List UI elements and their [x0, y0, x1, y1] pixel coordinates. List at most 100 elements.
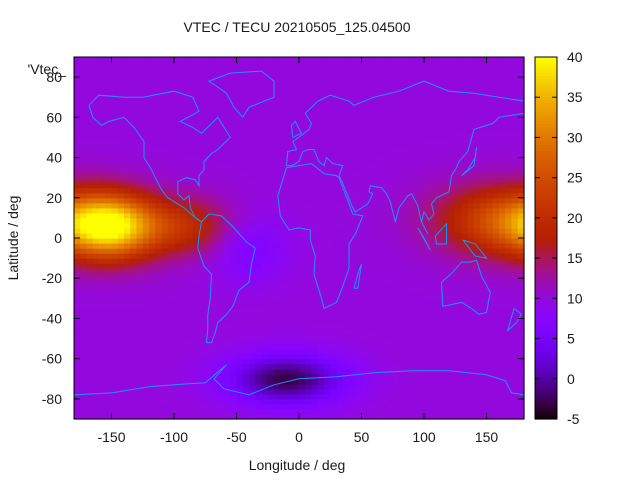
heat-cell: [480, 388, 488, 395]
heat-cell: [92, 167, 100, 174]
heat-cell: [292, 112, 300, 118]
heat-cell: [361, 238, 369, 244]
heat-cell: [280, 102, 288, 108]
heat-cell: [74, 167, 81, 174]
heat-cell: [130, 132, 138, 139]
heat-cell: [111, 343, 119, 350]
heat-cell: [424, 232, 431, 239]
heat-cell: [261, 408, 269, 415]
heat-cell: [274, 67, 281, 73]
heat-cell: [186, 147, 194, 154]
heat-cell: [299, 338, 306, 345]
heat-cell: [249, 308, 256, 315]
heat-cell: [486, 413, 494, 420]
heat-cell: [92, 378, 100, 385]
heat-cell: [255, 313, 263, 320]
heat-cell: [74, 222, 81, 229]
heat-cell: [186, 212, 194, 219]
heat-cell: [367, 212, 375, 219]
heat-cell: [280, 92, 288, 98]
heat-cell: [461, 107, 469, 113]
heat-cell: [211, 303, 219, 309]
heat-cell: [74, 373, 81, 380]
heat-cell: [105, 393, 113, 400]
heat-cell: [111, 157, 119, 164]
heat-cell: [99, 343, 106, 350]
heat-cell: [386, 278, 394, 284]
heat-cell: [274, 142, 281, 149]
heat-cell: [267, 403, 275, 410]
heat-cell: [155, 172, 163, 179]
heat-cell: [280, 298, 288, 304]
heat-cell: [136, 263, 144, 269]
heat-cell: [330, 323, 338, 330]
heat-cell: [342, 313, 350, 320]
heat-cell: [236, 328, 244, 335]
heat-cell: [386, 147, 394, 154]
heat-cell: [292, 358, 300, 365]
heat-cell: [242, 243, 250, 249]
heat-cell: [492, 87, 500, 93]
heat-cell: [149, 263, 156, 269]
heat-cell: [205, 388, 213, 395]
heat-cell: [436, 217, 444, 224]
heat-cell: [186, 243, 194, 249]
heat-cell: [324, 162, 331, 169]
heat-cell: [280, 363, 288, 370]
heat-cell: [342, 298, 350, 304]
heat-cell: [380, 152, 388, 159]
heat-cell: [342, 87, 350, 93]
heat-cell: [405, 413, 413, 420]
heat-cell: [280, 398, 288, 405]
heat-cell: [111, 97, 119, 103]
heat-cell: [192, 343, 200, 350]
heat-cell: [292, 243, 300, 249]
heat-cell: [330, 308, 338, 315]
heat-cell: [236, 87, 244, 93]
heat-cell: [236, 77, 244, 83]
heat-cell: [130, 398, 138, 405]
heat-cell: [211, 137, 219, 144]
heat-cell: [330, 67, 338, 73]
heat-cell: [505, 408, 513, 415]
heat-cell: [492, 217, 500, 224]
heat-cell: [442, 207, 450, 214]
heat-cell: [411, 147, 419, 154]
heat-cell: [111, 358, 119, 365]
heat-cell: [449, 273, 456, 279]
heat-cell: [355, 97, 363, 103]
heat-cell: [299, 248, 306, 254]
heat-cell: [180, 72, 188, 78]
heat-cell: [386, 202, 394, 209]
heat-cell: [467, 217, 475, 224]
heat-cell: [486, 87, 494, 93]
heat-cell: [455, 132, 463, 139]
heat-cell: [367, 147, 375, 154]
heat-cell: [124, 343, 131, 350]
heat-cell: [249, 177, 256, 184]
heat-cell: [367, 313, 375, 320]
heat-cell: [374, 238, 381, 244]
heat-cell: [192, 157, 200, 164]
heat-cell: [342, 398, 350, 405]
heat-cell: [411, 263, 419, 269]
heat-cell: [117, 212, 125, 219]
heat-cell: [430, 323, 438, 330]
heat-cell: [367, 308, 375, 315]
heat-cell: [117, 318, 125, 325]
heat-cell: [405, 408, 413, 415]
heat-cell: [461, 293, 469, 299]
heat-cell: [480, 293, 488, 299]
heat-cell: [455, 358, 463, 365]
heat-cell: [499, 127, 506, 134]
heat-cell: [292, 353, 300, 360]
heat-cell: [411, 97, 419, 103]
heat-cell: [242, 403, 250, 410]
heat-cell: [74, 62, 81, 68]
heat-cell: [167, 313, 175, 320]
heat-cell: [367, 172, 375, 179]
heat-cell: [330, 248, 338, 254]
heat-cell: [449, 408, 456, 415]
heat-cell: [267, 313, 275, 320]
heat-cell: [286, 212, 294, 219]
